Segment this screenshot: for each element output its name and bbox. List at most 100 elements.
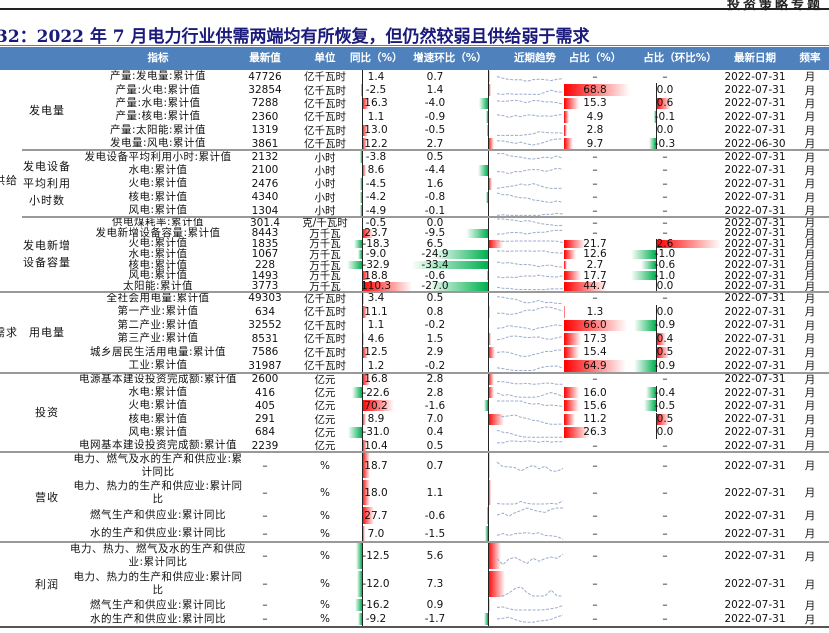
share-bar <box>564 319 628 332</box>
trend-sparkline <box>496 500 564 505</box>
sparkline-path <box>496 554 564 566</box>
trend-sparkline <box>496 114 564 119</box>
share-value: 21.7 <box>583 237 607 250</box>
col-unit: 单位 <box>314 52 336 64</box>
latest-value: 2239 <box>251 439 279 452</box>
indicator-name: 核电:累计值 <box>128 258 188 271</box>
yoy-value: 4.6 <box>367 332 385 345</box>
latest-date: 2022-07-31 <box>724 177 786 190</box>
trend-sparkline <box>496 153 564 160</box>
trend-sparkline <box>496 167 564 175</box>
yoy-bar <box>362 413 366 425</box>
yoy-value: -22.6 <box>362 386 390 399</box>
mom-value: -4.0 <box>424 97 446 110</box>
sparkline-path <box>496 192 564 203</box>
trend-sparkline <box>496 348 564 357</box>
yoy-bar <box>347 260 362 270</box>
mom-value: 1.5 <box>426 332 444 345</box>
frequency: 月 <box>804 346 816 359</box>
share-bar <box>564 333 581 345</box>
share-mom-bar <box>656 413 669 425</box>
yoy-value: 18.0 <box>364 486 388 499</box>
trend-sparkline <box>496 76 564 82</box>
sparkline-path <box>496 99 564 105</box>
share-value: 2.7 <box>586 259 604 272</box>
share-mom-value: – <box>662 509 668 522</box>
share-value: 66.0 <box>583 319 607 332</box>
mom-value: -0.9 <box>424 110 446 123</box>
share-mom-axis <box>656 238 657 250</box>
sparkline-path <box>496 500 564 505</box>
frequency: 月 <box>804 111 816 124</box>
trend-sparkline <box>497 586 564 597</box>
share-mom-value: – <box>662 292 668 305</box>
trend-sparkline <box>496 323 564 330</box>
indicator-name: 燃气生产和供应业:累计同比 <box>89 598 227 611</box>
frequency: 月 <box>804 292 816 305</box>
share-value: 4.9 <box>586 110 604 123</box>
latest-date: 2022-07-31 <box>724 227 786 240</box>
share-mom-bar <box>653 111 656 123</box>
sparkline-path <box>496 295 563 304</box>
trend-sparkline <box>496 335 564 341</box>
unit: 小时 <box>314 205 336 218</box>
yoy-value: 12.5 <box>364 346 388 359</box>
yoy-value: -9.0 <box>365 248 387 261</box>
latest-value: 2360 <box>251 110 279 123</box>
yoy-value: 11.1 <box>364 305 388 318</box>
share-value: – <box>592 459 598 472</box>
mom-value: -1.6 <box>424 399 446 412</box>
latest-value: 31987 <box>248 359 282 372</box>
unit: 亿千瓦时 <box>304 71 346 84</box>
col-mom: 增速环比（%） <box>413 52 487 64</box>
share-mom-value: – <box>662 216 668 229</box>
share-mom-value: 0.0 <box>656 426 674 439</box>
share-mom-axis <box>656 281 657 292</box>
frequency: 月 <box>804 270 816 283</box>
share-mom-axis <box>656 318 657 333</box>
unit: % <box>320 509 330 522</box>
mom-value: 0.8 <box>426 305 444 318</box>
latest-value: 3861 <box>251 137 279 150</box>
yoy-bar <box>356 543 362 570</box>
trend-sparkline <box>496 295 563 304</box>
indicator-name: 风电:累计值 <box>128 204 188 217</box>
latest-date: 2022-07-31 <box>724 509 786 522</box>
latest-value: 2600 <box>251 373 279 386</box>
col-yoy: 同比（%） <box>350 52 403 64</box>
mom-bar <box>486 271 488 280</box>
latest-date: 2022-07-31 <box>724 359 786 372</box>
col-share-mom: 占比（环比%） <box>643 52 717 64</box>
latest-date: 2022-07-31 <box>724 426 786 439</box>
yoy-bar <box>362 526 366 542</box>
yoy-value: -3.8 <box>365 151 387 164</box>
indicator-name: 核电:累计值 <box>128 190 188 203</box>
share-value: – <box>592 373 598 386</box>
share-bar <box>564 306 566 318</box>
indicator-name: 第一产业:累计值 <box>117 305 199 318</box>
indicator-name: 全社会用电量:累计值 <box>106 291 210 304</box>
unit: 亿千瓦时 <box>304 360 346 373</box>
share-mom-axis <box>656 259 657 271</box>
share-value: – <box>592 613 598 626</box>
unit: 万千瓦 <box>309 227 341 240</box>
share-value: 17.3 <box>583 332 607 345</box>
yoy-bar <box>362 97 370 110</box>
yoy-bar <box>359 178 362 190</box>
latest-date: 2022-07-31 <box>724 399 786 412</box>
latest-value: 1493 <box>251 269 279 282</box>
trend-sparkline <box>496 261 564 268</box>
share-value: 26.3 <box>583 426 607 439</box>
unit: 亿千瓦时 <box>304 84 346 97</box>
frequency: 月 <box>804 413 816 426</box>
yoy-bar <box>362 282 412 291</box>
share-mom-value: 0.0 <box>656 124 674 137</box>
latest-value: 291 <box>254 413 276 426</box>
latest-date: 2022-07-31 <box>724 527 786 540</box>
share-mom-value: – <box>662 578 668 591</box>
unit: % <box>320 578 330 591</box>
latest-date: 2022-07-31 <box>724 164 786 177</box>
sparkline-path <box>496 286 564 291</box>
share-mom-value: – <box>662 599 668 612</box>
subgroup-label: 发电设备平均利用小时数 <box>23 160 71 208</box>
